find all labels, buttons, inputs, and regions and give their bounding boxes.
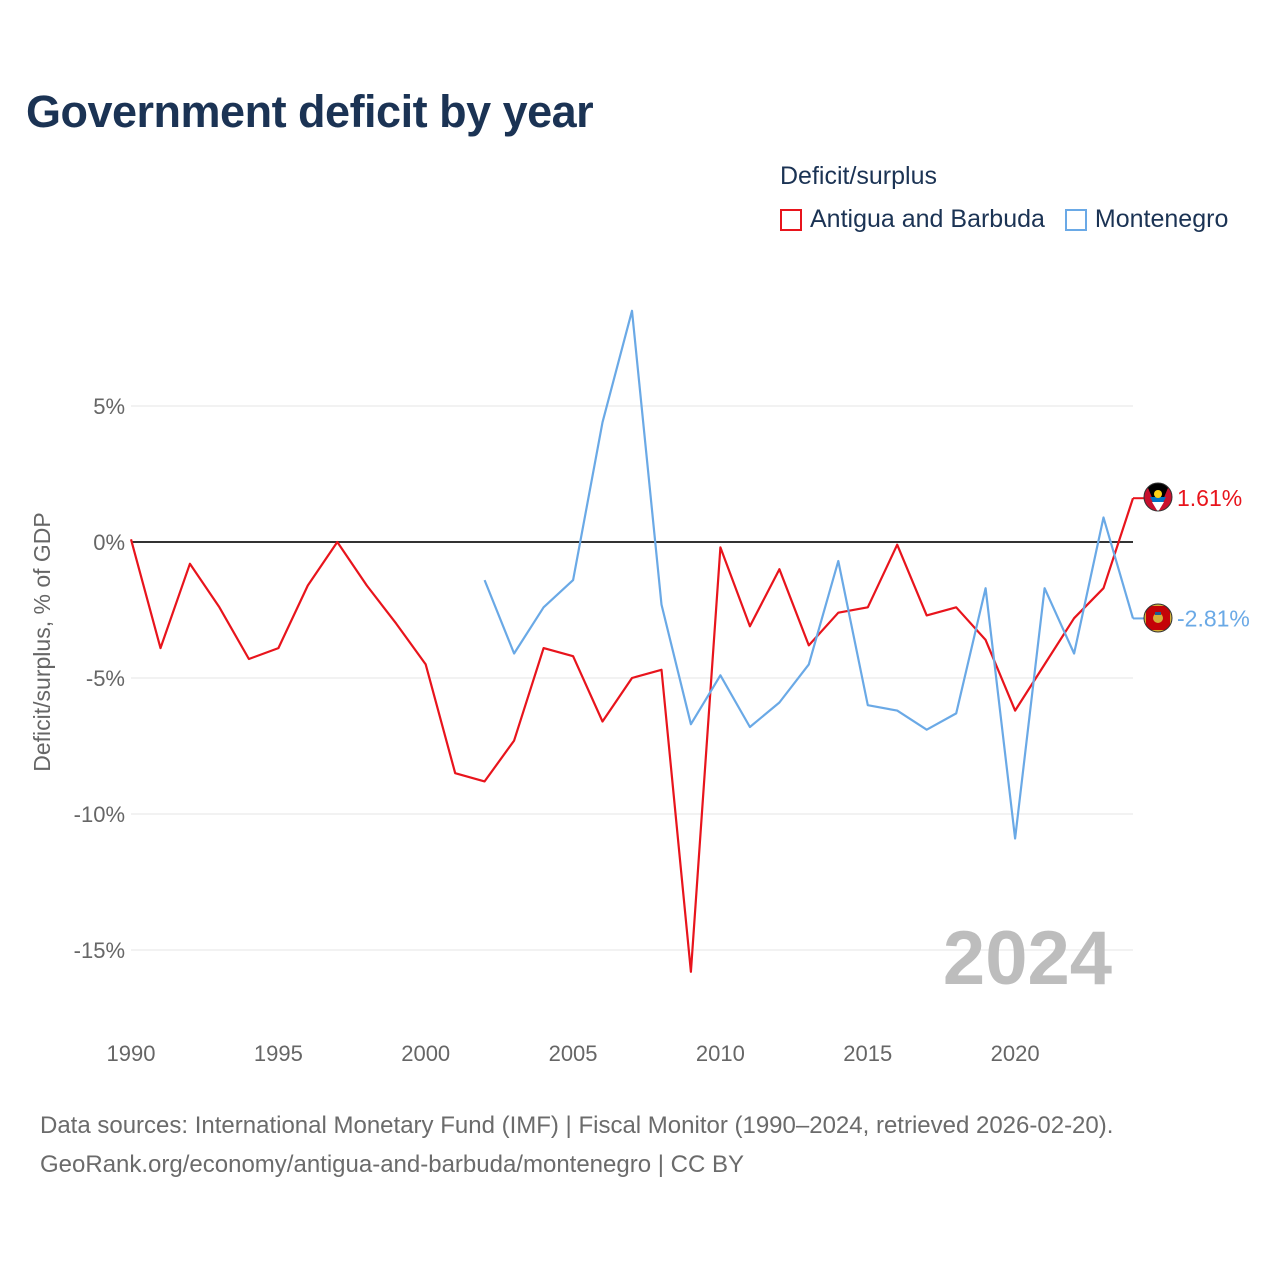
y-tick-label: 0% (93, 530, 125, 555)
y-tick-label: -10% (74, 802, 125, 827)
legend-title: Deficit/surplus (780, 162, 937, 190)
legend: Deficit/surplus Antigua and Barbuda Mont… (780, 162, 1248, 234)
legend-swatch-montenegro (1064, 208, 1087, 231)
legend-label-antigua-and-barbuda: Antigua and Barbuda (810, 205, 1045, 233)
end-label-montenegro: -2.81% (1177, 605, 1250, 631)
y-tick-label: -5% (86, 666, 125, 691)
y-tick-label: 5% (93, 394, 125, 419)
credit-note[interactable]: GeoRank.org/economy/antigua-and-barbuda/… (40, 1151, 744, 1178)
year-watermark: 2024 (943, 916, 1112, 1001)
end-label-antigua-and-barbuda: 1.61% (1177, 485, 1242, 511)
legend-item-montenegro[interactable]: Montenegro (1064, 205, 1229, 234)
x-tick-label: 2000 (401, 1041, 450, 1066)
series-lines (129, 309, 1144, 973)
x-tick-label: 2020 (991, 1041, 1040, 1066)
series-line-antigua-and-barbuda[interactable] (129, 497, 1135, 973)
x-tick-label: 2005 (549, 1041, 598, 1066)
legend-item-antigua-and-barbuda[interactable]: Antigua and Barbuda (780, 205, 1045, 234)
series-line-montenegro[interactable] (483, 309, 1135, 840)
chart-title: Government deficit by year (26, 86, 594, 137)
end-labels: 1.61% -2.81% (1177, 485, 1250, 631)
antigua-flag-border (1143, 482, 1173, 512)
montenegro-flag-border (1143, 603, 1173, 633)
axes: 5% 0% -5% -10% -15% 1990 1995 2000 2005 2010 2015 2… (29, 394, 1133, 1066)
montenegro-flag-icon (1144, 604, 1172, 632)
y-tick-label: -15% (74, 938, 125, 963)
x-tick-label: 2010 (696, 1041, 745, 1066)
antigua-flag-icon (1144, 483, 1172, 511)
x-tick-label: 2015 (843, 1041, 892, 1066)
legend-swatch-antigua-and-barbuda (780, 208, 802, 231)
source-note: Data sources: International Monetary Fun… (40, 1112, 1114, 1139)
x-tick-label: 1995 (254, 1041, 303, 1066)
x-tick-label: 1990 (107, 1041, 156, 1066)
footer: Data sources: International Monetary Fun… (40, 1106, 1113, 1184)
legend-label-montenegro: Montenegro (1094, 205, 1229, 233)
y-axis-title: Deficit/surplus, % of GDP (29, 512, 55, 771)
